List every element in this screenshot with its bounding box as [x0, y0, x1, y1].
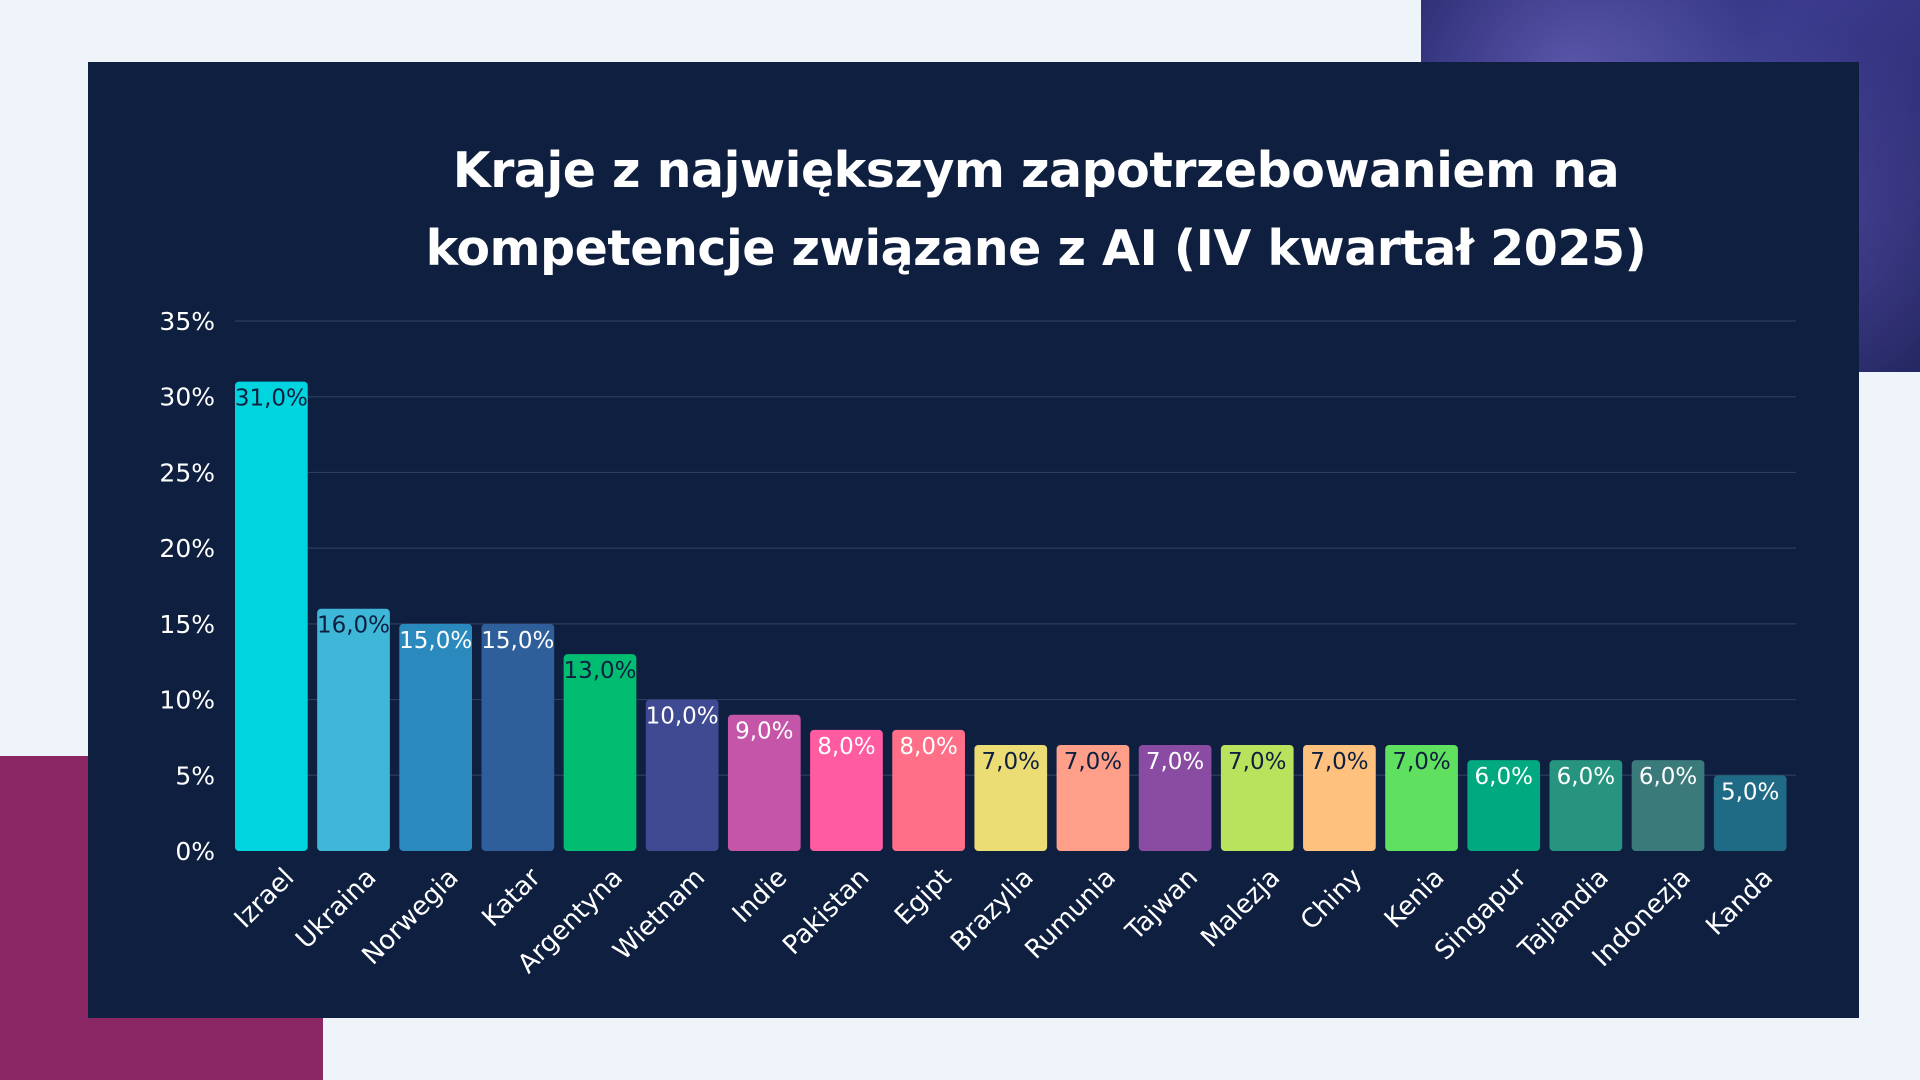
bar	[1467, 760, 1541, 851]
bar	[727, 714, 801, 851]
bar	[563, 654, 637, 851]
x-tick-label: Egipt	[889, 863, 957, 931]
y-tick-label: 5%	[175, 761, 215, 790]
data-label: 8,0%	[817, 734, 875, 760]
data-label: 16,0%	[317, 613, 390, 639]
x-tick-label: Kanda	[1700, 863, 1779, 942]
data-label: 6,0%	[1475, 764, 1533, 790]
data-label: 7,0%	[1310, 749, 1368, 775]
y-tick-label: 10%	[159, 686, 215, 715]
chart-title: Kraje z największym zapotrzebowaniem na …	[0, 132, 1920, 288]
x-tick-label: Malezja	[1195, 863, 1286, 954]
bar	[1138, 745, 1212, 851]
y-tick-label: 30%	[159, 383, 215, 412]
x-tick-label: Kenia	[1379, 863, 1451, 935]
y-tick-label: 0%	[175, 837, 215, 866]
bar	[810, 729, 883, 851]
bar	[892, 729, 965, 851]
data-label: 5,0%	[1721, 779, 1779, 805]
data-label: 7,0%	[1392, 749, 1450, 775]
data-label: 15,0%	[481, 628, 554, 654]
bar	[974, 745, 1048, 851]
bar	[399, 623, 473, 851]
data-label: 6,0%	[1557, 764, 1615, 790]
bar	[1549, 760, 1623, 851]
chart-title-line-2: kompetencje związane z AI (IV kwartał 20…	[425, 220, 1647, 277]
y-tick-label: 25%	[159, 458, 215, 487]
bar	[1385, 745, 1458, 851]
bar	[645, 699, 719, 851]
data-label: 7,0%	[1228, 749, 1286, 775]
x-tick-label: Izrael	[229, 863, 301, 935]
x-tick-label: Chiny	[1295, 863, 1368, 936]
data-label: 9,0%	[735, 719, 793, 745]
bar	[235, 381, 308, 851]
y-tick-label: 15%	[159, 610, 215, 639]
x-tick-label: Indie	[727, 863, 793, 929]
bar	[1303, 745, 1376, 851]
data-label: 8,0%	[899, 734, 957, 760]
bar	[1631, 760, 1705, 851]
y-tick-label: 20%	[159, 534, 215, 563]
data-label: 6,0%	[1639, 764, 1697, 790]
data-label: 31,0%	[235, 386, 308, 412]
y-tick-label: 35%	[159, 307, 215, 336]
bar	[317, 608, 390, 851]
x-tick-label: Pakistan	[777, 863, 875, 961]
bar	[481, 623, 555, 851]
bar	[1713, 775, 1787, 851]
data-label: 7,0%	[1146, 749, 1204, 775]
chart-panel	[88, 62, 1859, 1018]
x-tick-label: Tajwan	[1120, 863, 1204, 947]
data-label: 7,0%	[1064, 749, 1122, 775]
x-tick-label: Singapur	[1429, 863, 1533, 967]
x-tick-label: Katar	[477, 863, 547, 933]
bar	[1056, 745, 1130, 851]
data-label: 10,0%	[646, 704, 719, 730]
chart-title-line-1: Kraje z największym zapotrzebowaniem na	[452, 142, 1620, 199]
x-tick-label: Rumunia	[1019, 863, 1121, 965]
bar	[1220, 745, 1294, 851]
data-label: 15,0%	[399, 628, 472, 654]
data-label: 7,0%	[982, 749, 1040, 775]
data-label: 13,0%	[563, 658, 636, 684]
